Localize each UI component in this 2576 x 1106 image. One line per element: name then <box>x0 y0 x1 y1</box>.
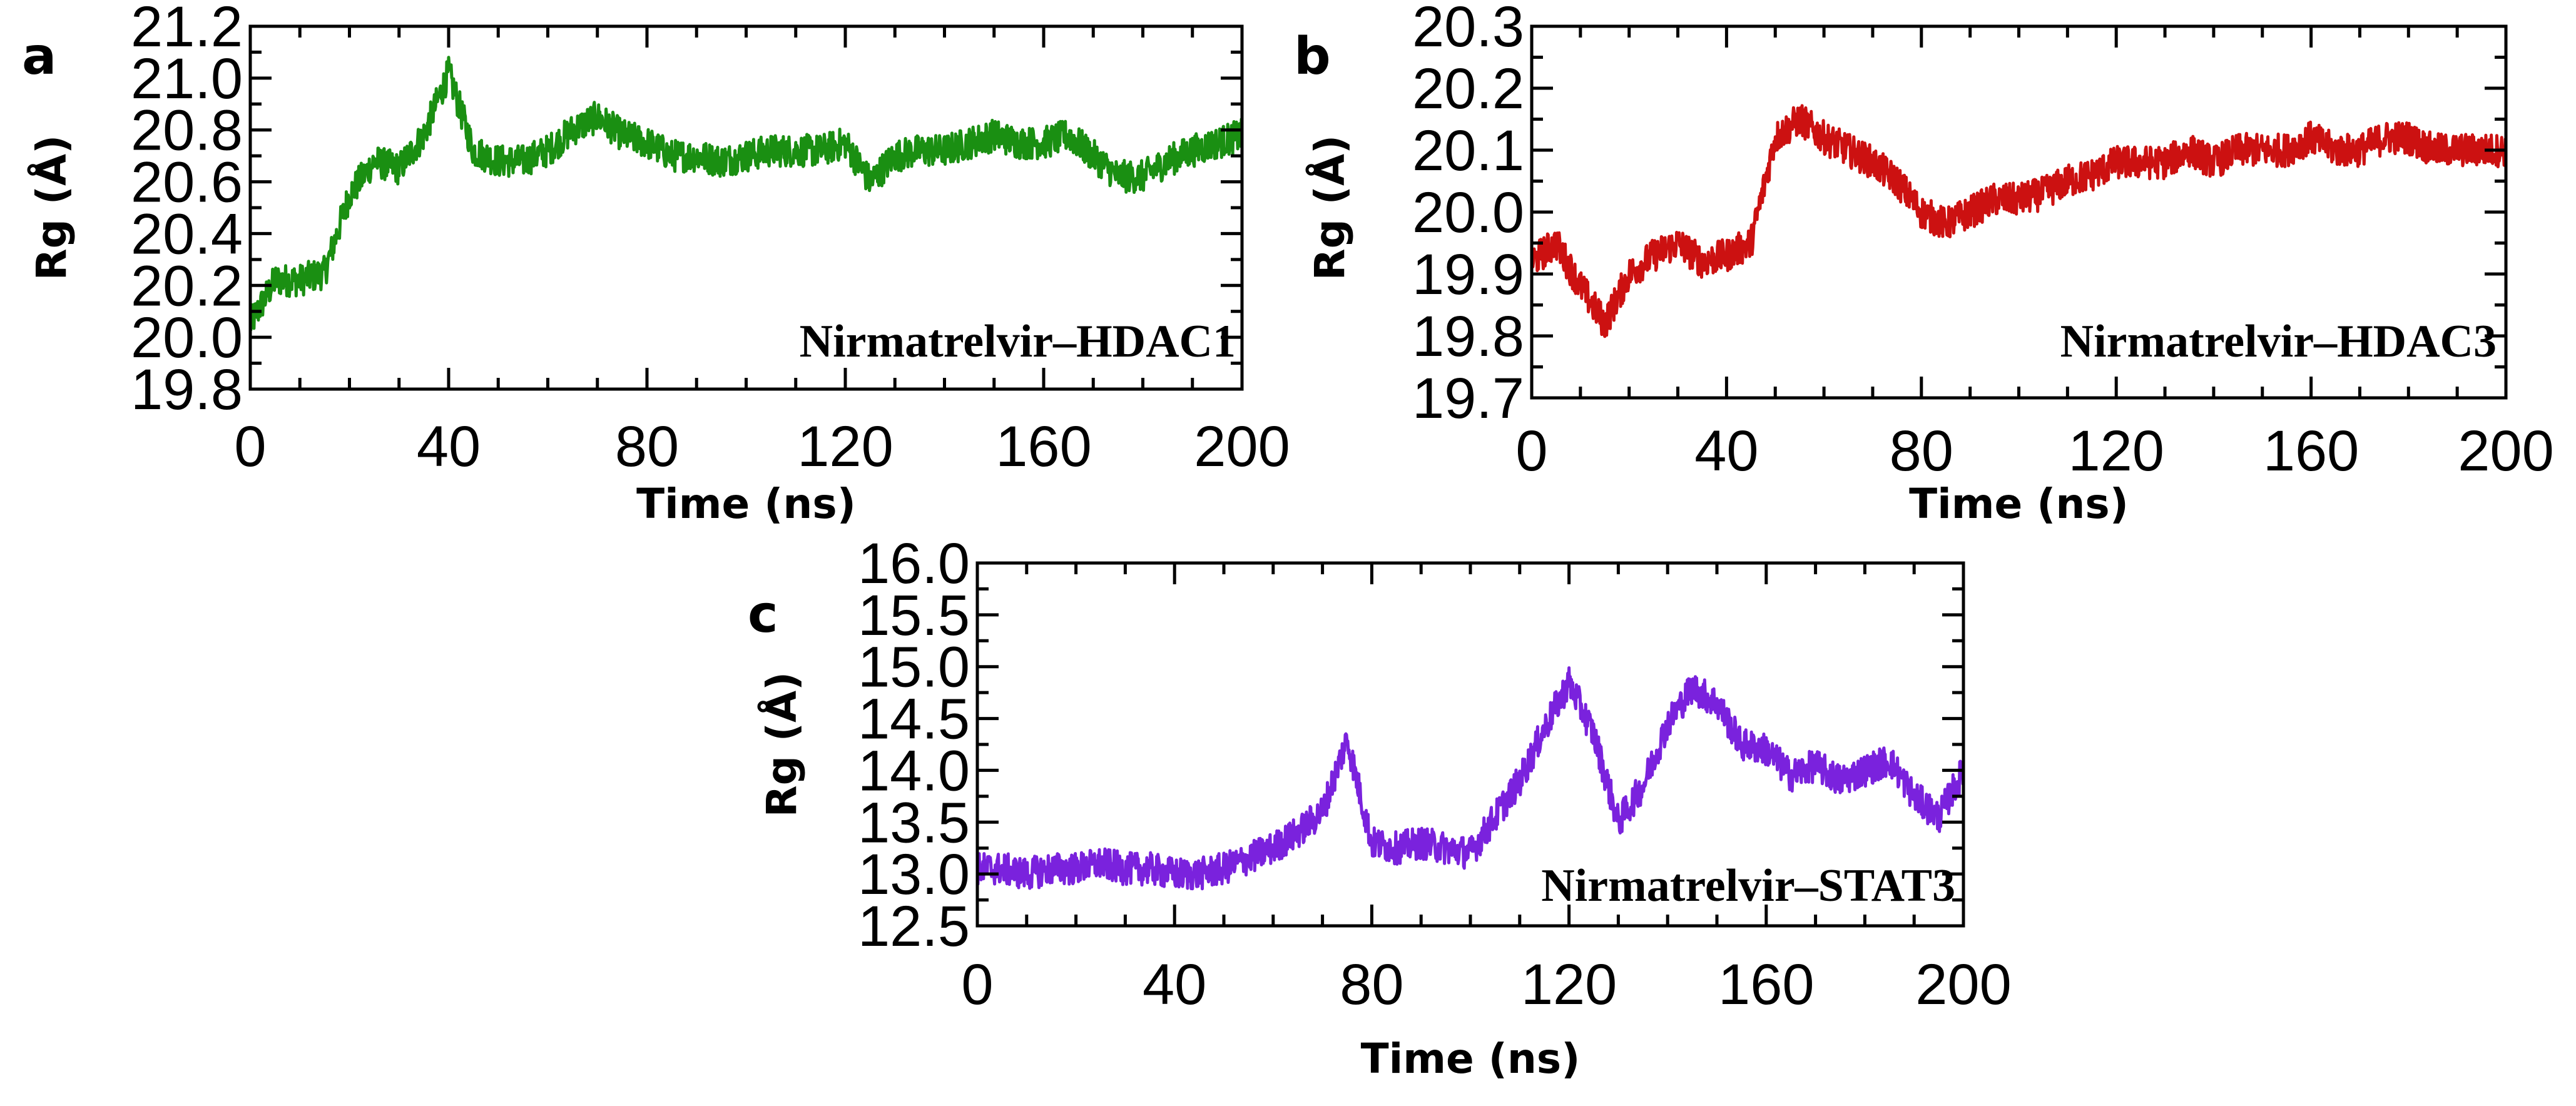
panel-b-x-tick-label: 40 <box>1694 419 1758 483</box>
panel-c-y-tick-label: 15.5 <box>858 584 970 647</box>
panel-a-y-tick-label: 19.8 <box>131 358 243 422</box>
panel-a-x-tick-label: 200 <box>1194 415 1290 479</box>
panel-a-y-tick-label: 21.0 <box>131 47 243 111</box>
panel-a-series-line <box>248 56 1244 332</box>
panel-a-x-axis-title: Time (ns) <box>636 480 856 528</box>
panel-c-x-axis-title: Time (ns) <box>1361 1035 1581 1083</box>
panel-a-x-tick-label: 120 <box>797 415 893 479</box>
panel-b-x-tick-label: 80 <box>1890 419 1953 483</box>
panel-c-y-tick-label: 12.5 <box>858 895 970 958</box>
panel-b-x-axis-title: Time (ns) <box>1909 480 2129 528</box>
panel-c-x-tick-label: 160 <box>1718 953 1815 1017</box>
panel-a-y-tick-label: 20.4 <box>131 202 243 266</box>
panel-a-y-tick-label: 20.0 <box>131 306 243 370</box>
panel-b-y-axis-title: Rg (Å) <box>1305 135 1354 280</box>
panel-a-annotation: Nirmatrelvir–HDAC1 <box>800 316 1236 367</box>
panel-c-x-tick-label: 120 <box>1521 953 1617 1017</box>
panel-b-series-line <box>1530 104 2508 338</box>
panel-b-x-tick-label: 0 <box>1515 419 1547 483</box>
panel-a-x-tick-label: 160 <box>995 415 1092 479</box>
panel-b-y-tick-label: 20.0 <box>1412 181 1524 245</box>
panel-a-y-tick-label: 20.6 <box>131 151 243 215</box>
panel-c-series-line <box>975 666 1965 891</box>
panel-b-y-tick-label: 19.9 <box>1412 243 1524 307</box>
panel-c-x-tick-label: 0 <box>961 953 993 1017</box>
panel-b-y-tick-label: 20.1 <box>1412 119 1524 183</box>
panel-b-x-tick-label: 160 <box>2263 419 2360 483</box>
panel-c-y-tick-label: 14.0 <box>858 739 970 803</box>
panel-c-x-tick-label: 80 <box>1340 953 1403 1017</box>
panel-a-x-tick-label: 40 <box>417 415 481 479</box>
panel-b-x-tick-label: 200 <box>2458 419 2554 483</box>
panel-b-y-tick-label: 20.3 <box>1412 0 1524 59</box>
panel-c-y-tick-label: 15.0 <box>858 636 970 699</box>
panel-b-y-tick-label: 20.2 <box>1412 57 1524 121</box>
panel-c-y-axis-title: Rg (Å) <box>757 672 806 817</box>
panel-a-y-tick-label: 20.2 <box>131 254 243 318</box>
panel-b-x-tick-label: 120 <box>2068 419 2164 483</box>
panel-a-x-tick-label: 0 <box>234 415 266 479</box>
panel-a-letter: a <box>22 27 56 86</box>
panel-a-y-tick-label: 21.2 <box>131 0 243 59</box>
panel-b-y-tick-label: 19.8 <box>1412 305 1524 368</box>
panel-b-annotation: Nirmatrelvir–HDAC3 <box>2060 316 2497 367</box>
panel-a-y-tick-label: 20.8 <box>131 99 243 163</box>
panel-c-y-tick-label: 14.5 <box>858 687 970 751</box>
panel-c-x-tick-label: 200 <box>1915 953 2012 1017</box>
panel-c-y-tick-label: 13.0 <box>858 843 970 906</box>
panel-c-letter: c <box>748 585 778 644</box>
panel-c-x-tick-label: 40 <box>1143 953 1206 1017</box>
panel-b-letter: b <box>1294 27 1331 86</box>
panel-c-y-tick-label: 13.5 <box>858 791 970 855</box>
panel-b-y-tick-label: 19.7 <box>1412 367 1524 430</box>
panel-a-x-tick-label: 80 <box>615 415 679 479</box>
panel-a-y-axis-title: Rg (Å) <box>27 135 76 280</box>
panel-c-y-tick-label: 16.0 <box>858 532 970 596</box>
panel-c-annotation: Nirmatrelvir–STAT3 <box>1541 860 1955 911</box>
